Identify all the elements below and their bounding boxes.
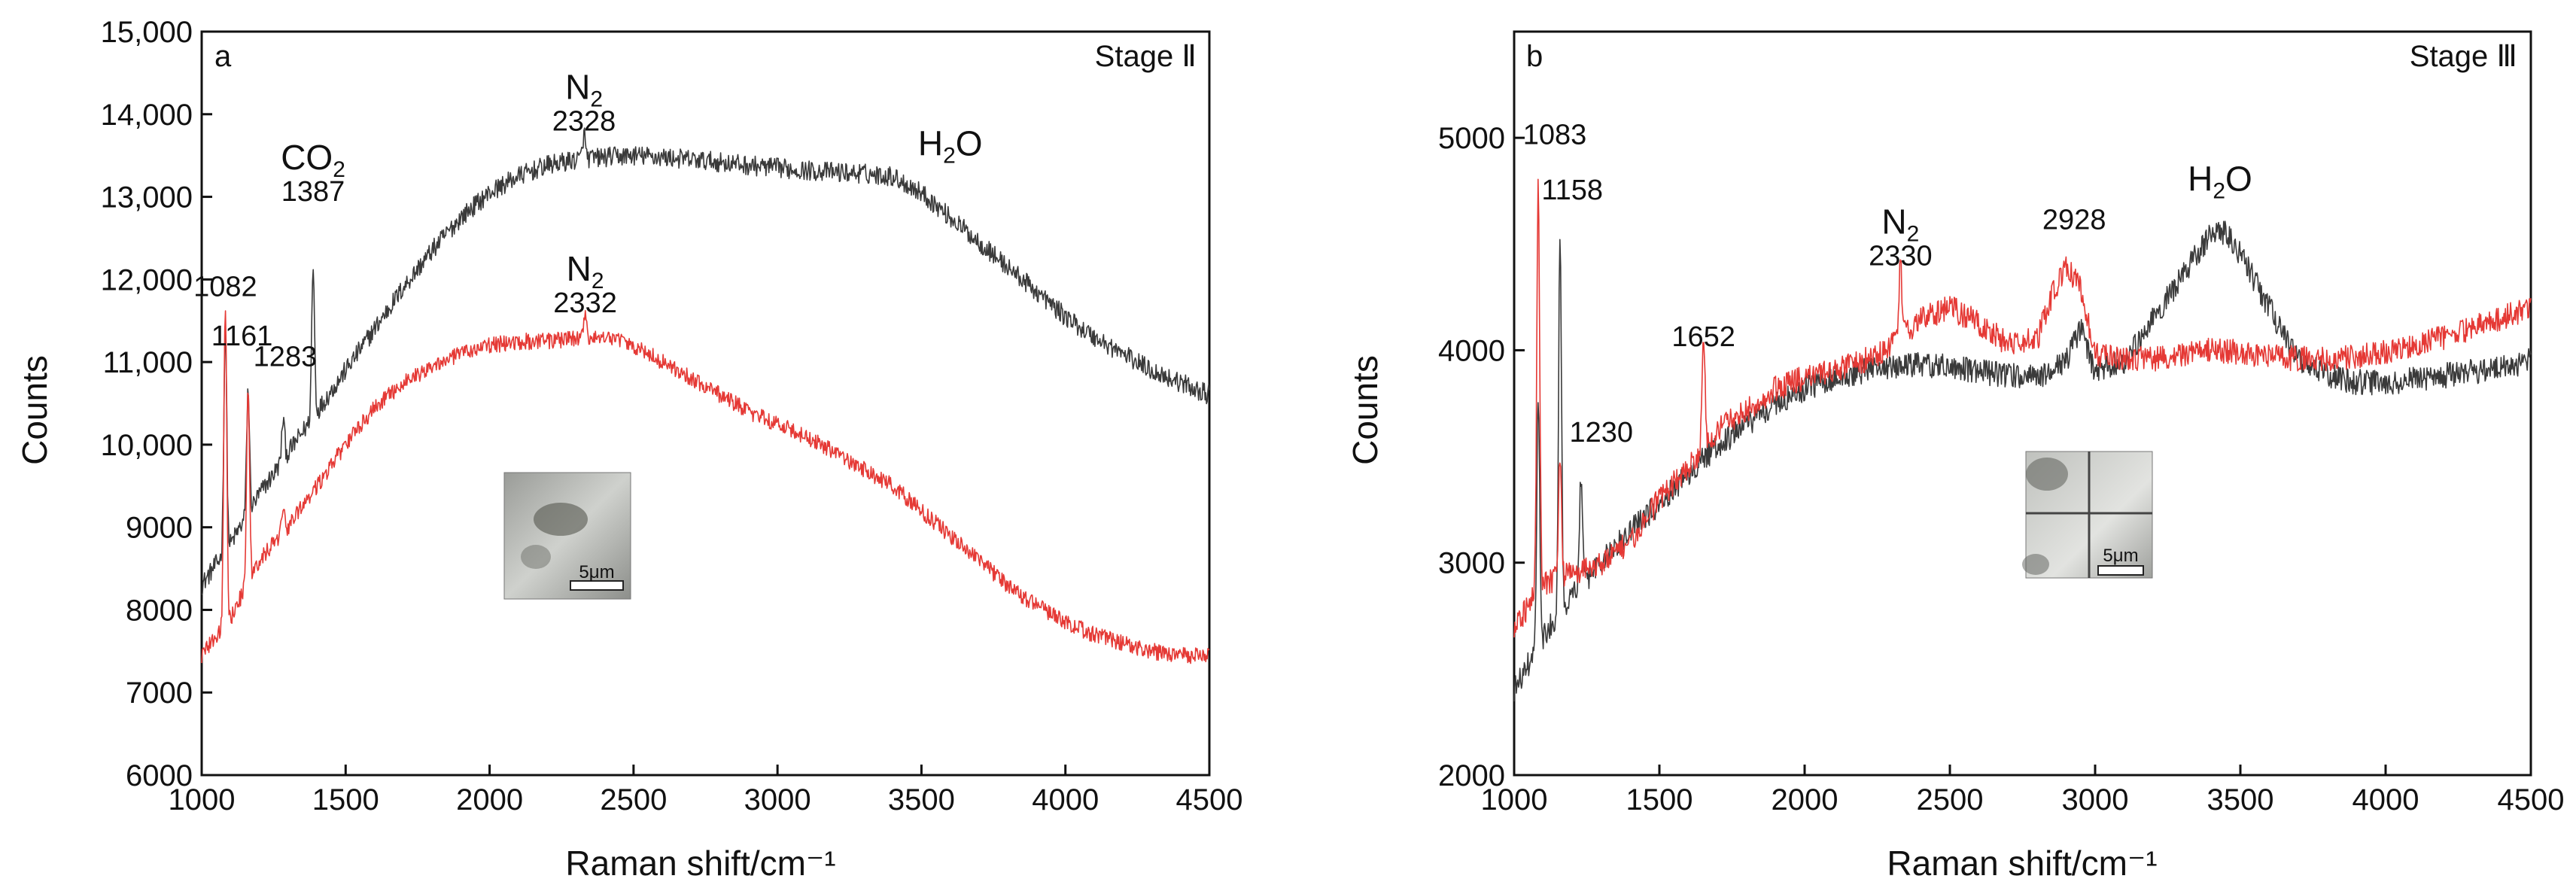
- scale-label: 5μm: [579, 562, 614, 582]
- scale-bar: [2097, 565, 2144, 576]
- y-tick-label: 14,000: [101, 99, 193, 132]
- stage-label: Stage Ⅲ: [2410, 40, 2517, 73]
- peak-annotation: 1283: [254, 342, 318, 373]
- x-tick-label: 2000: [1772, 783, 1838, 816]
- species-label: N2: [565, 68, 603, 112]
- series-line-black: [1513, 220, 2532, 702]
- species-label: H2O: [2188, 160, 2252, 204]
- inclusion-shape: [2022, 554, 2049, 575]
- peak-value-label: 1387: [281, 176, 345, 208]
- inclusion-shape: [521, 545, 551, 569]
- y-tick-label: 2000: [1438, 759, 1505, 792]
- peak-value-label: 1283: [254, 342, 318, 373]
- series-line-black: [201, 127, 1210, 595]
- peak-value-label: 1158: [1541, 175, 1603, 206]
- peak-value-label: 2330: [1869, 241, 1933, 272]
- x-tick-label: 1500: [1626, 783, 1693, 816]
- y-tick-label: 10,000: [101, 429, 193, 462]
- y-tick-label: 5000: [1438, 122, 1505, 155]
- panel-a: Counts Raman shift/cm⁻¹ a Stage Ⅱ 1000 15…: [15, 16, 1242, 883]
- y-tick-label: 13,000: [101, 181, 193, 214]
- peak-annotation: 1083: [1523, 120, 1587, 151]
- peak-annotation: 1161: [211, 321, 273, 352]
- peak-value-label: 1082: [193, 271, 257, 303]
- y-tick-label: 15,000: [101, 16, 193, 49]
- series-line-red: [201, 310, 1210, 664]
- peak-value-label: 2328: [552, 106, 616, 138]
- series-line-red: [1513, 178, 2532, 638]
- peak-annotation: 1082: [193, 271, 257, 303]
- y-tick-label: 9000: [126, 512, 193, 545]
- x-tick-label: 4500: [2498, 783, 2565, 816]
- panel-letter: a: [214, 40, 232, 73]
- x-tick-label: 4000: [2352, 783, 2419, 816]
- peak-value-label: 1652: [1671, 321, 1735, 353]
- y-tick-label: 12,000: [101, 263, 193, 296]
- axis-ticks: 1000 1500 2000 2500 3000 3500 4000 4500 6000 7000…: [101, 16, 1243, 816]
- x-tick-label: 1000: [1481, 783, 1548, 816]
- peak-annotation: H2O: [2188, 160, 2252, 204]
- stage-label: Stage Ⅱ: [1095, 40, 1197, 73]
- plot-frame: [1513, 30, 2532, 777]
- x-tick-label: 3000: [2062, 783, 2129, 816]
- y-tick-label: 6000: [126, 759, 193, 792]
- x-tick-label: 3500: [888, 783, 955, 816]
- x-tick-label: 3000: [744, 783, 811, 816]
- y-tick-label: 4000: [1438, 334, 1505, 367]
- x-axis-title: Raman shift/cm⁻¹: [565, 844, 835, 883]
- scale-label: 5μm: [2103, 546, 2138, 566]
- x-tick-label: 2000: [456, 783, 523, 816]
- peak-value-label: 1161: [211, 321, 273, 352]
- y-tick-label: 11,000: [103, 346, 193, 379]
- x-tick-label: 4000: [1032, 783, 1099, 816]
- y-tick-label: 3000: [1438, 547, 1505, 580]
- species-label: N2: [1881, 202, 1919, 247]
- y-tick-label: 8000: [126, 594, 193, 627]
- micrograph-inset: 5μm: [503, 472, 631, 600]
- x-axis-title: Raman shift/cm⁻¹: [1887, 844, 2157, 883]
- peak-value-label: 1230: [1570, 417, 1634, 449]
- axis-ticks: 1000 1500 2000 2500 3000 3500 4000 4500 2000 3000…: [1438, 122, 2564, 816]
- plot-frame: [200, 30, 1211, 777]
- panel-letter: b: [1526, 40, 1543, 73]
- micrograph-image: [503, 472, 631, 600]
- peak-annotation: H2O: [918, 124, 983, 169]
- y-tick-label: 7000: [126, 677, 193, 710]
- species-label: N2: [567, 249, 604, 293]
- species-label: CO2: [281, 138, 345, 182]
- scale-bar: [570, 580, 624, 591]
- peak-value-label: 2332: [553, 287, 617, 319]
- series-group: [201, 127, 1210, 664]
- peak-annotation: 1158: [1541, 175, 1603, 206]
- peak-value-label: 2928: [2042, 205, 2106, 236]
- inclusion-shape: [534, 503, 588, 536]
- peak-annotation: 2928: [2042, 205, 2106, 236]
- micrograph-inset: 5μm: [2022, 451, 2153, 579]
- x-tick-label: 3500: [2207, 783, 2274, 816]
- panel-b: Counts Raman shift/cm⁻¹ b Stage Ⅲ 1000 15…: [1346, 30, 2564, 883]
- x-tick-label: 4500: [1176, 783, 1243, 816]
- x-tick-label: 2500: [600, 783, 667, 816]
- peak-annotation: 1652: [1671, 321, 1735, 353]
- peak-annotation: 1230: [1570, 417, 1634, 449]
- x-tick-label: 1500: [312, 783, 379, 816]
- y-axis-title: Counts: [15, 355, 54, 465]
- species-label: H2O: [918, 124, 983, 169]
- y-axis-title: Counts: [1346, 355, 1385, 465]
- x-tick-label: 2500: [1917, 783, 1984, 816]
- peak-value-label: 1083: [1523, 120, 1587, 151]
- series-group: [1513, 178, 2532, 702]
- inclusion-shape: [2026, 458, 2068, 491]
- x-tick-label: 1000: [169, 783, 236, 816]
